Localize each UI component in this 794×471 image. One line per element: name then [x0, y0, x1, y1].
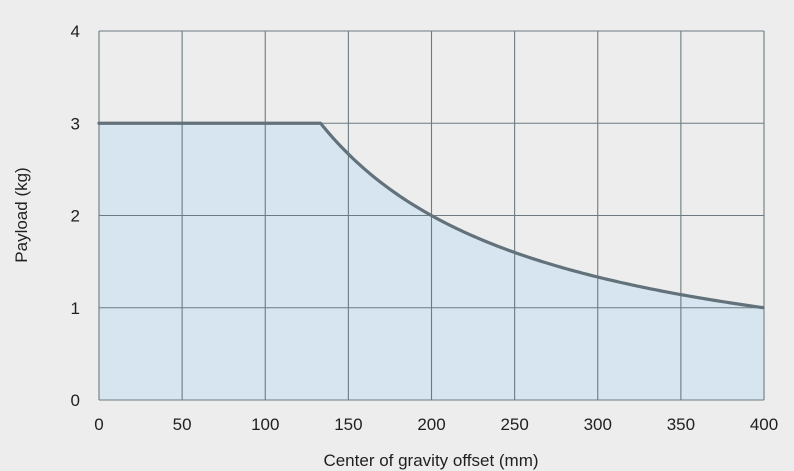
y-tick-label: 3	[71, 114, 80, 133]
y-tick-label: 4	[71, 22, 80, 41]
payload-curve-line	[97, 121, 765, 310]
series-layer	[97, 121, 765, 310]
y-tick-label: 0	[71, 391, 80, 410]
x-axis-label: Center of gravity offset (mm)	[323, 451, 538, 470]
x-tick-label: 200	[417, 415, 445, 434]
x-tick-label: 350	[667, 415, 695, 434]
x-tick-label: 0	[94, 415, 103, 434]
x-tick-label: 400	[750, 415, 778, 434]
x-tick-label: 50	[173, 415, 192, 434]
x-tick-label: 150	[334, 415, 362, 434]
y-axis-label: Payload (kg)	[12, 167, 31, 262]
y-tick-label: 2	[71, 207, 80, 226]
y-tick-label: 1	[71, 299, 80, 318]
x-tick-label: 250	[500, 415, 528, 434]
x-tick-label: 100	[251, 415, 279, 434]
x-tick-label: 300	[584, 415, 612, 434]
tick-layer: 0 50 100 150 200 250 300 350 400 0 1 2 3 4	[71, 22, 779, 434]
